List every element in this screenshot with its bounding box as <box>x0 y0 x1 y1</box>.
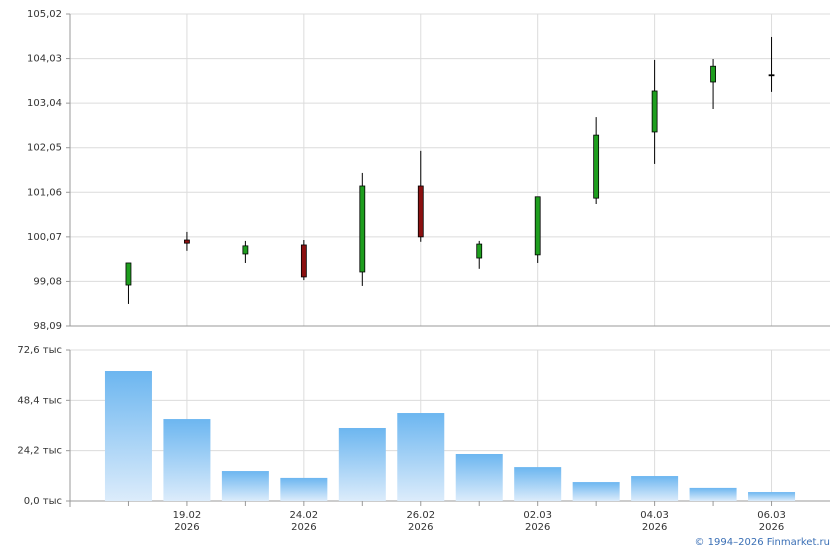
y-tick-label: 72,6 тыс <box>17 345 62 356</box>
volume-bar <box>689 487 737 501</box>
copyright: © 1994–2026 Finmarket.ru <box>694 537 830 548</box>
x-tick-year: 2026 <box>759 522 784 533</box>
y-tick-label: 0,0 тыс <box>24 496 62 507</box>
y-tick-label: 101,06 <box>27 187 62 198</box>
candle-body <box>651 90 658 133</box>
y-tick-label: 48,4 тыс <box>17 395 62 406</box>
volume-bar <box>221 471 269 501</box>
y-tick-label: 104,03 <box>27 54 62 65</box>
x-tick-year: 2026 <box>174 522 199 533</box>
y-tick-label: 105,02 <box>27 9 62 20</box>
x-tick-year: 2026 <box>408 522 433 533</box>
volume-bar <box>163 419 211 501</box>
volume-bar <box>514 467 562 501</box>
volume-bar <box>104 371 152 501</box>
candle-body <box>593 134 600 199</box>
y-tick-label: 100,07 <box>27 232 62 243</box>
y-tick-label: 99,08 <box>33 276 62 287</box>
volume-bar <box>631 476 679 501</box>
candle-body <box>768 74 775 77</box>
candle-body <box>184 239 190 244</box>
x-tick-label: 24.02 <box>290 510 319 521</box>
y-tick-label: 102,05 <box>27 143 62 154</box>
candle-body <box>242 245 249 255</box>
volume-bar <box>280 477 328 501</box>
x-tick-label: 06.03 <box>757 510 786 521</box>
candle-body <box>476 243 483 259</box>
volume-bar <box>338 427 386 501</box>
x-tick-label: 02.03 <box>523 510 552 521</box>
x-tick-label: 04.03 <box>640 510 669 521</box>
candle-body <box>417 185 424 238</box>
volume-bar <box>572 482 620 501</box>
volume-bar <box>397 413 445 501</box>
volume-bar <box>455 453 503 501</box>
y-tick-label: 98,09 <box>33 321 62 332</box>
x-tick-year: 2026 <box>291 522 316 533</box>
x-tick-year: 2026 <box>642 522 667 533</box>
candle-body <box>125 262 132 286</box>
y-tick-label: 103,04 <box>27 98 62 109</box>
x-tick-label: 19.02 <box>173 510 202 521</box>
x-tick-label: 26.02 <box>406 510 435 521</box>
candle-body <box>359 185 366 273</box>
y-tick-label: 24,2 тыс <box>17 446 62 457</box>
candle-body <box>710 65 716 83</box>
volume-bar <box>748 492 796 501</box>
x-tick-year: 2026 <box>525 522 550 533</box>
candle-body <box>300 244 307 278</box>
candle-body <box>534 196 541 256</box>
